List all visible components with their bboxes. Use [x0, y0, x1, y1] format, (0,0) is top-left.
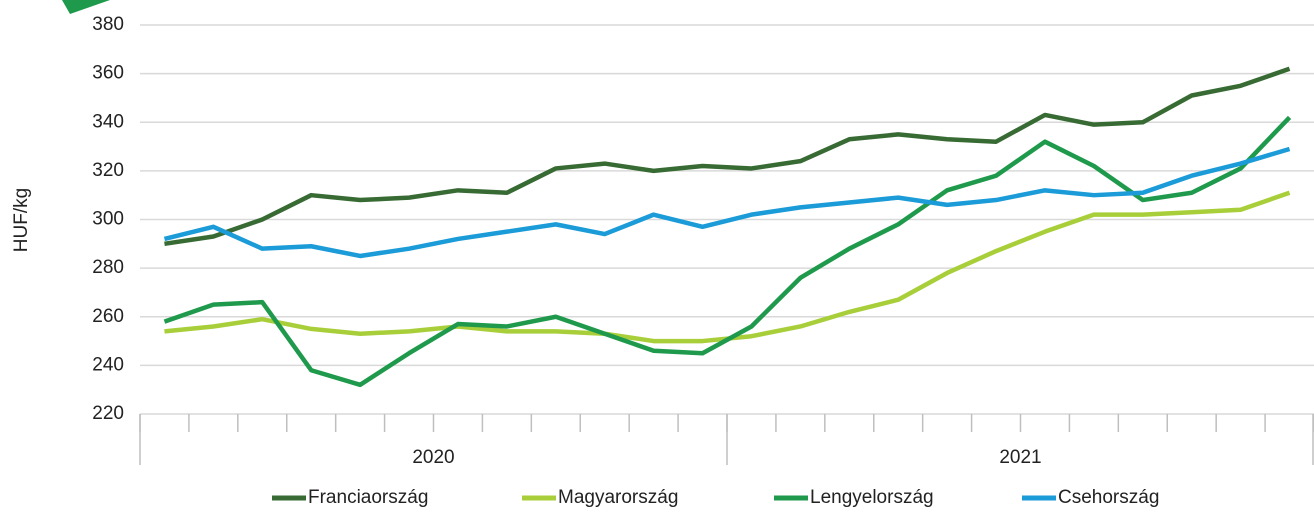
logo: [62, 0, 110, 14]
series-line: [163, 115, 1292, 388]
group-label: 2021: [999, 447, 1041, 468]
group-label: 2020: [412, 447, 454, 468]
y-tick-label: 300: [92, 209, 124, 230]
series-line: [163, 146, 1291, 259]
y-tick-label: 240: [92, 354, 124, 375]
y-axis-label: HUF/kg: [11, 188, 32, 252]
y-tick-label: 320: [92, 160, 124, 181]
legend-label: Lengyelország: [810, 487, 934, 508]
legend-label: Csehország: [1058, 487, 1159, 508]
legend-label: Magyarország: [558, 487, 678, 508]
y-tick-label: 260: [92, 306, 124, 327]
y-tick-label: 280: [92, 257, 124, 278]
y-tick-label: 340: [92, 111, 124, 132]
series-line: [164, 190, 1291, 344]
series-line: [164, 66, 1291, 247]
y-tick-label: 380: [92, 14, 124, 35]
y-tick-label: 220: [92, 403, 124, 424]
legend-label: Franciaország: [308, 487, 428, 508]
y-tick-label: 360: [92, 63, 124, 84]
